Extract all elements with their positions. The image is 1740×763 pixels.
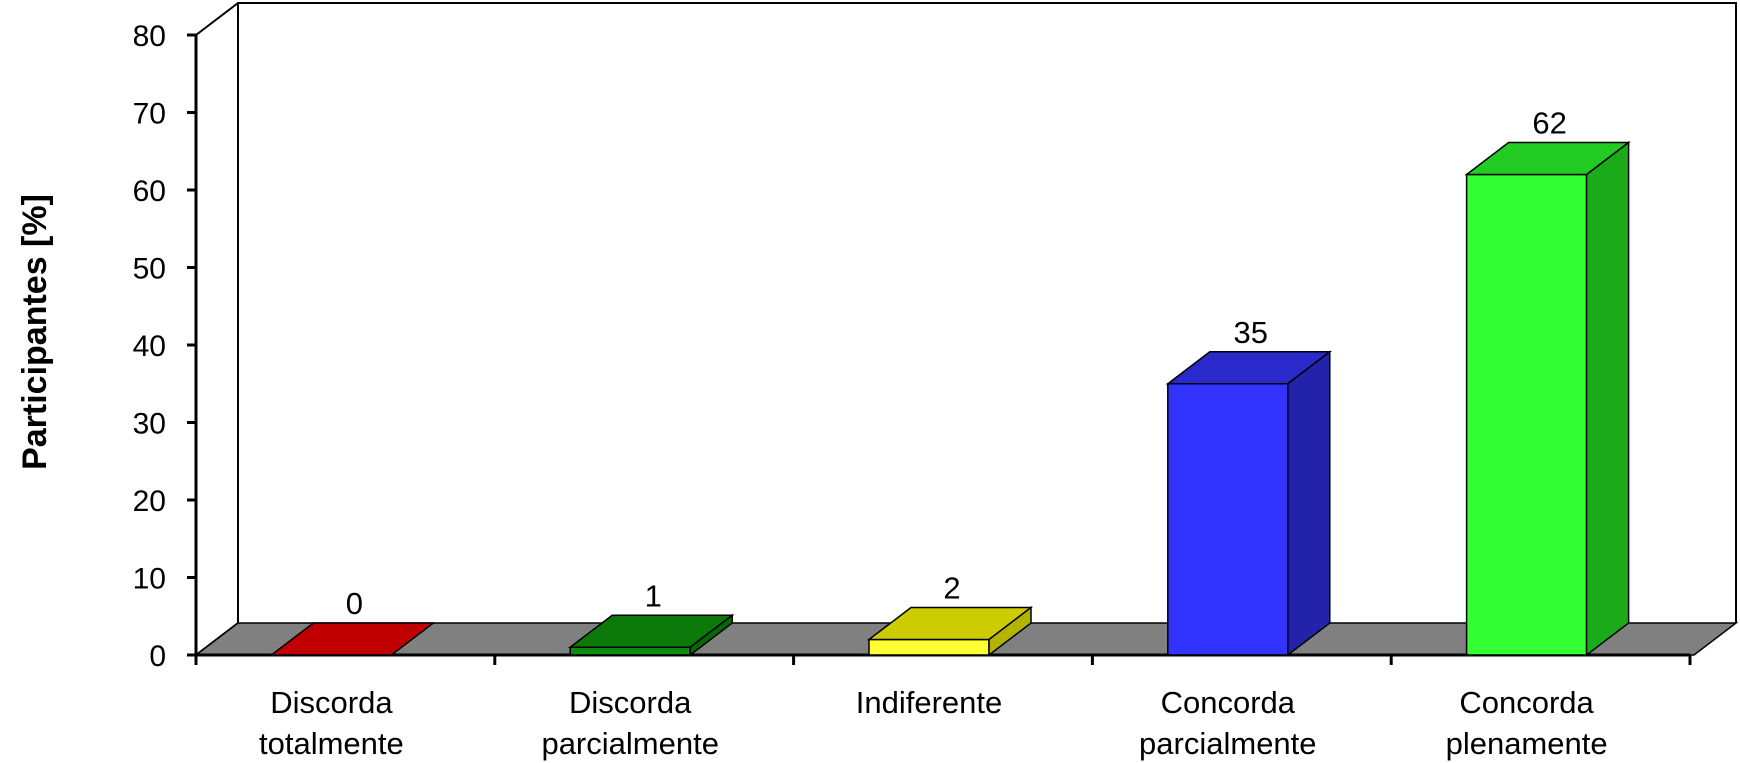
x-tick-label-line: Discorda xyxy=(569,685,692,720)
bar-side xyxy=(988,605,1032,657)
bar-front xyxy=(569,646,691,656)
x-tick-label-line: parcialmente xyxy=(541,726,718,761)
data-label: 62 xyxy=(1532,106,1566,141)
x-tick-label-line: Indiferente xyxy=(856,685,1003,720)
bar-front xyxy=(1167,383,1289,656)
x-tick-label: Indiferente xyxy=(856,685,1003,720)
data-label: 2 xyxy=(943,571,960,606)
data-label: 1 xyxy=(645,578,662,613)
y-tick-label: 80 xyxy=(133,20,166,53)
bar xyxy=(269,622,436,656)
x-tick-label-line: plenamente xyxy=(1446,726,1608,761)
labels: 0 1 2 35 62 Discorda totalmente Discorda parcial… xyxy=(259,106,1608,762)
bars xyxy=(269,140,1631,657)
bar-top xyxy=(269,622,436,656)
data-label: 35 xyxy=(1234,315,1268,350)
y-tick-label: 50 xyxy=(133,253,166,286)
wall-top-edge xyxy=(195,2,239,36)
y-tick-label: 60 xyxy=(133,175,166,208)
y-tick-label: 0 xyxy=(149,640,166,673)
bar xyxy=(1165,350,1333,657)
y-tick-label: 10 xyxy=(133,563,166,596)
x-tick-label-line: Concorda xyxy=(1161,685,1296,720)
y-tick-label: 40 xyxy=(133,330,166,363)
bar-front xyxy=(1465,173,1588,656)
y-axis-title: Participantes [%] xyxy=(16,194,54,470)
y-tick-label: 70 xyxy=(133,98,166,131)
x-tick-label-line: Concorda xyxy=(1459,685,1594,720)
x-tick-label-line: Discorda xyxy=(270,685,393,720)
x-tick-label: Concorda parcialmente xyxy=(1139,685,1316,761)
x-tick-label-line: totalmente xyxy=(259,726,404,761)
x-tick-label: Concorda plenamente xyxy=(1446,685,1608,761)
bar-side xyxy=(689,613,733,657)
bar-side xyxy=(1287,350,1331,657)
y-tick-label: 30 xyxy=(133,408,166,441)
y-tick-label: 20 xyxy=(133,485,166,518)
x-tick-label: Discorda parcialmente xyxy=(541,685,718,761)
bar xyxy=(866,605,1034,657)
bar-front xyxy=(868,638,990,656)
bar xyxy=(1464,140,1631,657)
bar xyxy=(567,613,735,657)
x-tick-label: Discorda totalmente xyxy=(259,685,404,761)
bar-side xyxy=(1585,140,1630,657)
x-tick-label-line: parcialmente xyxy=(1139,726,1316,761)
data-label: 0 xyxy=(346,586,363,621)
